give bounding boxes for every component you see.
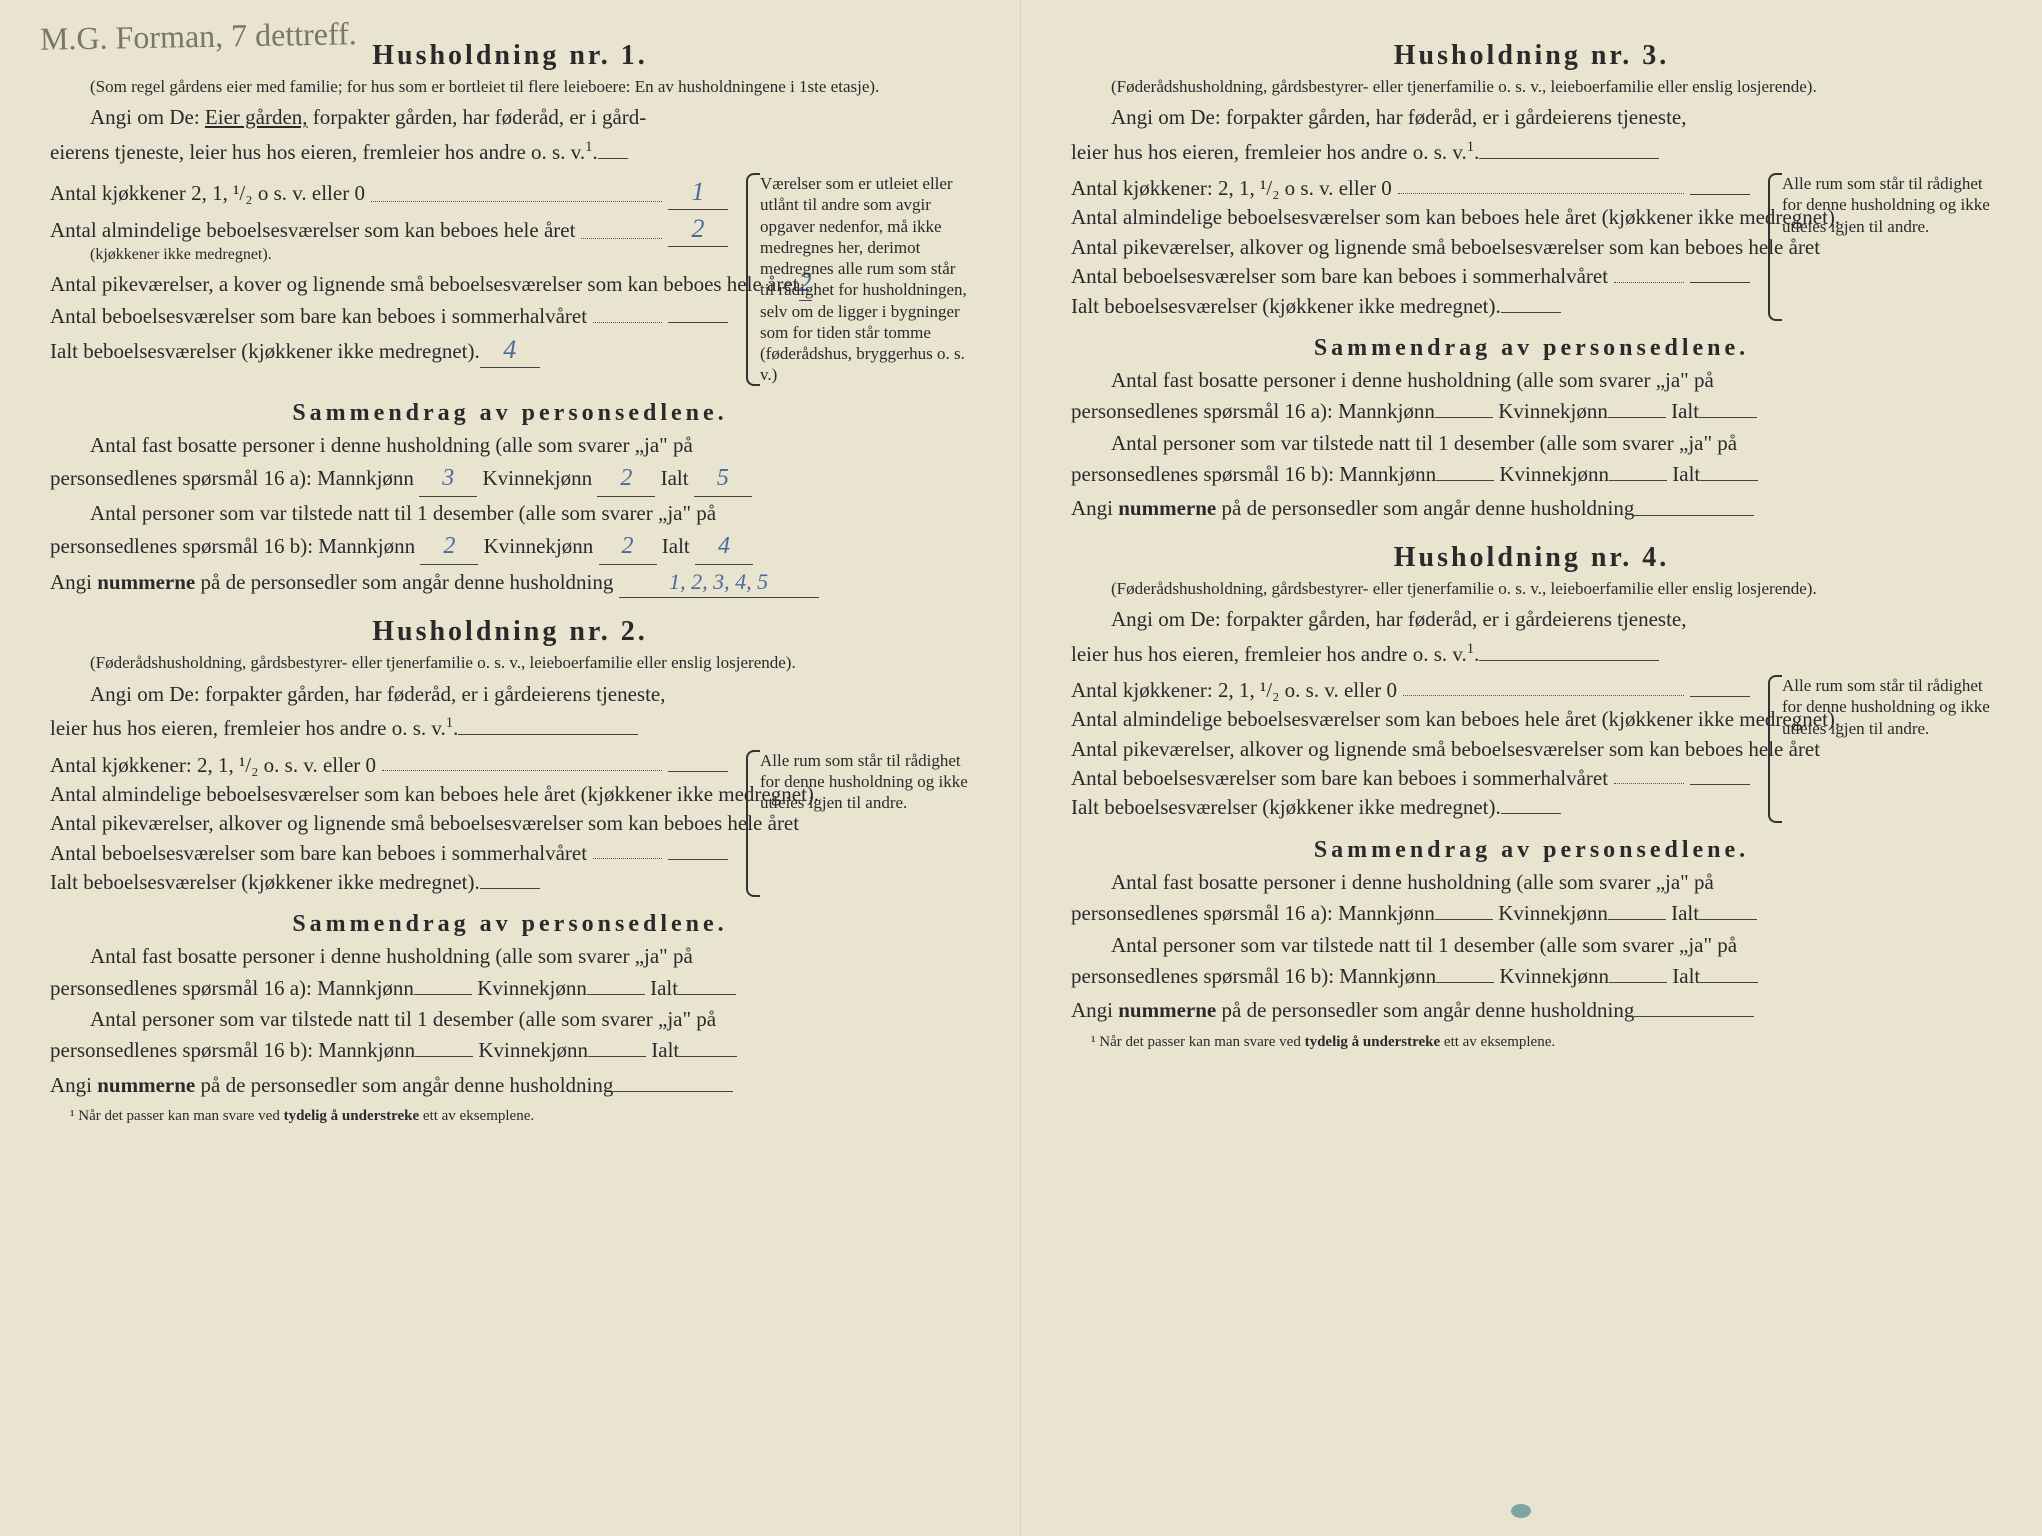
summary-1a: Antal fast bosatte personer i denne hush… [50, 942, 970, 971]
angi-underlined: Eier gården, [205, 105, 308, 129]
household-title: Husholdning nr. 3. [1071, 40, 1992, 72]
brace-icon [746, 750, 760, 898]
rooms-block: Antal kjøkkener: 2, 1, ¹/₂ o s. v. eller… [1071, 173, 1992, 321]
row-pik: Antal pikeværelser, a kover og lignende … [50, 265, 728, 301]
summary-2b: personsedlenes spørsmål 16 b): Mannkjønn… [50, 530, 970, 565]
nummer-line: Angi nummerne på de personsedler som ang… [50, 567, 970, 599]
brace-icon [1768, 173, 1782, 321]
rooms-block: Antal kjøkkener 2, 1, ¹/₂ o s. v. eller … [50, 173, 970, 386]
rooms-right-note: Alle rum som står til rådighet for denne… [746, 750, 970, 898]
household-note: (Føderådshusholdning, gårdsbestyrer- ell… [1071, 76, 1992, 97]
footnote: ¹ Når det passer kan man svare ved tydel… [50, 1108, 970, 1125]
summary-2b: personsedlenes spørsmål 16 b): Mannkjønn… [50, 1036, 970, 1065]
row-val: 1 [668, 174, 728, 210]
summary-title: Sammendrag av personsedlene. [50, 911, 970, 938]
rooms-block: Antal kjøkkener: 2, 1, ¹/₂ o. s. v. elle… [50, 750, 970, 898]
summary-title: Sammendrag av personsedlene. [1071, 837, 1992, 864]
rooms-left: Antal kjøkkener: 2, 1, ¹/₂ o s. v. eller… [1071, 173, 1750, 321]
angi-line: Angi om De: forpakter gården, har føderå… [1071, 605, 1992, 634]
rooms-right-note: Alle rum som står til rådighet for denne… [1768, 173, 1992, 321]
angi-line-2: eierens tjeneste, leier hus hos eieren, … [50, 135, 970, 167]
summary-1a: Antal fast bosatte personer i denne hush… [1071, 868, 1992, 897]
summary-1a: Antal fast bosatte personer i denne hush… [1071, 366, 1992, 395]
summary-2a: Antal personer som var tilstede natt til… [1071, 931, 1992, 960]
summary-1b: personsedlenes spørsmål 16 a): Mannkjønn… [50, 974, 970, 1003]
summary-1a: Antal fast bosatte personer i denne hush… [50, 431, 970, 460]
summary-2a: Antal personer som var tilstede natt til… [50, 1005, 970, 1034]
rooms-block: Antal kjøkkener: 2, 1, ¹/₂ o. s. v. elle… [1071, 675, 1992, 823]
nummer-line: Angi nummerne på de personsedler som ang… [1071, 993, 1992, 1025]
ink-spot [1511, 1504, 1531, 1518]
summary-1b: personsedlenes spørsmål 16 a): Mannkjønn… [50, 462, 970, 497]
document-spread: M.G. Forman, 7 dettreff. Husholdning nr.… [0, 0, 2042, 1536]
angi-line-2: leier hus hos eieren, fremleier hos andr… [50, 711, 970, 743]
brace-icon [1768, 675, 1782, 823]
angi-line: Angi om De: forpakter gården, har føderå… [1071, 103, 1992, 132]
household-note: (Føderådshusholdning, gårdsbestyrer- ell… [1071, 578, 1992, 599]
household-4: Husholdning nr. 4. (Føderådshusholdning,… [1071, 542, 1992, 1051]
nummer-line: Angi nummerne på de personsedler som ang… [50, 1068, 970, 1100]
household-note: (Føderådshusholdning, gårdsbestyrer- ell… [50, 652, 970, 673]
angi-line-2: leier hus hos eieren, fremleier hos andr… [1071, 637, 1992, 669]
rooms-left: Antal kjøkkener: 2, 1, ¹/₂ o. s. v. elle… [50, 750, 728, 898]
row-kitchens: Antal kjøkkener 2, 1, ¹/₂ o s. v. eller … [50, 174, 728, 210]
summary-1b: personsedlenes spørsmål 16 a): Mannkjønn… [1071, 397, 1992, 426]
rooms-right-note: Alle rum som står til rådighet for denne… [1768, 675, 1992, 823]
household-2: Husholdning nr. 2. (Føderådshusholdning,… [50, 616, 970, 1125]
angi-line-2: leier hus hos eieren, fremleier hos andr… [1071, 135, 1992, 167]
summary-title: Sammendrag av personsedlene. [50, 400, 970, 427]
rooms-left: Antal kjøkkener: 2, 1, ¹/₂ o. s. v. elle… [1071, 675, 1750, 823]
row-total: Ialt beboelsesværelser (kjøkkener ikke m… [50, 332, 728, 368]
household-3: Husholdning nr. 3. (Føderådshusholdning,… [1071, 40, 1992, 524]
angi-line: Angi om De: Eier gården, forpakter gårde… [50, 103, 970, 132]
summary-2b: personsedlenes spørsmål 16 b): Mannkjønn… [1071, 962, 1992, 991]
rooms-left: Antal kjøkkener 2, 1, ¹/₂ o s. v. eller … [50, 173, 728, 386]
summary-title: Sammendrag av personsedlene. [1071, 335, 1992, 362]
left-page: M.G. Forman, 7 dettreff. Husholdning nr.… [0, 0, 1021, 1536]
rooms-right-note: Værelser som er utleiet eller utlånt til… [746, 173, 970, 386]
household-title: Husholdning nr. 4. [1071, 542, 1992, 574]
household-1: Husholdning nr. 1. (Som regel gårdens ei… [50, 40, 970, 598]
right-page: Husholdning nr. 3. (Føderådshusholdning,… [1021, 0, 2042, 1536]
household-title: Husholdning nr. 2. [50, 616, 970, 648]
summary-2a: Antal personer som var tilstede natt til… [1071, 429, 1992, 458]
row-rooms-year: Antal almindelige beboelsesværelser som … [50, 211, 728, 247]
summary-2b: personsedlenes spørsmål 16 b): Mannkjønn… [1071, 460, 1992, 489]
summary-2a: Antal personer som var tilstede natt til… [50, 499, 970, 528]
brace-icon [746, 173, 760, 386]
row-summer: Antal beboelsesværelser som bare kan beb… [50, 302, 728, 330]
pencil-annotation: M.G. Forman, 7 dettreff. [40, 15, 357, 58]
footnote: ¹ Når det passer kan man svare ved tydel… [1071, 1034, 1992, 1051]
angi-line: Angi om De: forpakter gården, har føderå… [50, 680, 970, 709]
row-subnote: (kjøkkener ikke medregnet). [90, 246, 728, 264]
summary-1b: personsedlenes spørsmål 16 a): Mannkjønn… [1071, 899, 1992, 928]
household-note: (Som regel gårdens eier med familie; for… [50, 76, 970, 97]
nummer-line: Angi nummerne på de personsedler som ang… [1071, 491, 1992, 523]
